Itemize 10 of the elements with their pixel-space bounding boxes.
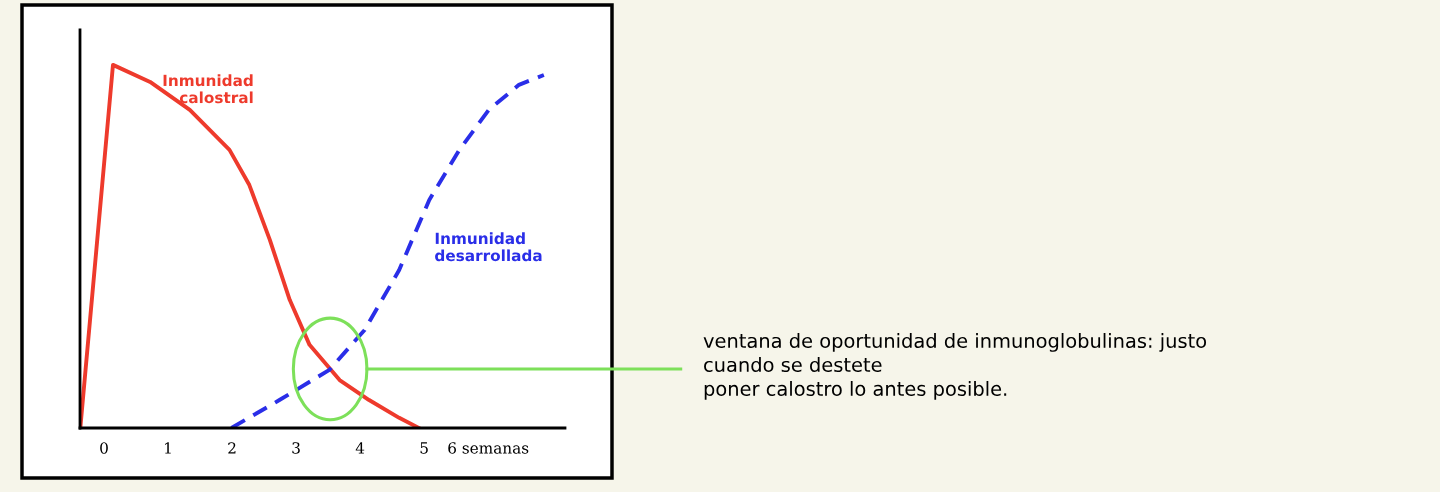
- series-label: Inmunidad calostral: [163, 74, 253, 104]
- x-tick-label: 1: [165, 442, 171, 454]
- x-tick-label: 5: [420, 442, 428, 454]
- series-label: Inmunidad desarrollada: [435, 232, 542, 262]
- x-tick-label: 2: [228, 442, 236, 454]
- x-tick-label: 0: [100, 442, 108, 454]
- x-tick-label: 6 semanas: [448, 442, 529, 454]
- x-tick-label: 4: [355, 442, 365, 454]
- x-tick-label: 3: [292, 442, 300, 454]
- text: ventana de oportunidad de inmunoglobulinas: justo cuando se destete poner calostro lo antes posible.: [703, 333, 1207, 400]
